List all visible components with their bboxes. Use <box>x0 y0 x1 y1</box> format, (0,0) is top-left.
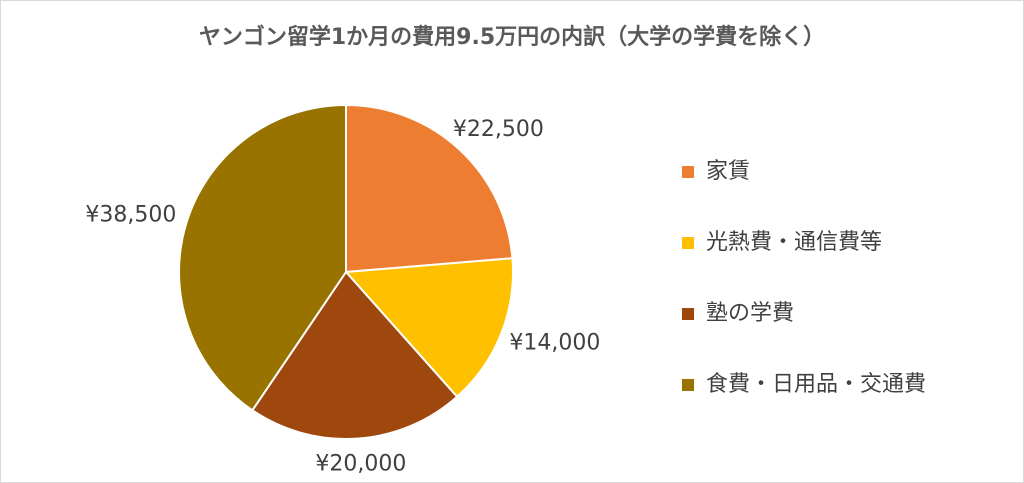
data-label: ¥20,000 <box>315 452 406 477</box>
legend-label: 家賃 <box>706 159 750 184</box>
legend-swatch <box>682 237 694 249</box>
legend-swatch <box>682 308 694 320</box>
pie-slice <box>345 103 514 274</box>
data-label: ¥38,500 <box>85 202 176 227</box>
pie-slice <box>343 257 514 399</box>
legend-swatch <box>682 379 694 391</box>
legend-label: 光熱費・通信費等 <box>706 230 882 255</box>
legend-label: 食費・日用品・交通費 <box>706 372 926 397</box>
legend-swatch <box>682 166 694 178</box>
pie-slice <box>178 103 347 412</box>
data-label: ¥22,500 <box>453 117 544 142</box>
pie-slice <box>250 270 459 440</box>
chart-title: ヤンゴン留学1か月の費用9.5万円の内訳（大学の学費を除く） <box>199 24 825 50</box>
legend-label: 塾の学費 <box>706 301 794 326</box>
data-label: ¥14,000 <box>509 331 600 356</box>
